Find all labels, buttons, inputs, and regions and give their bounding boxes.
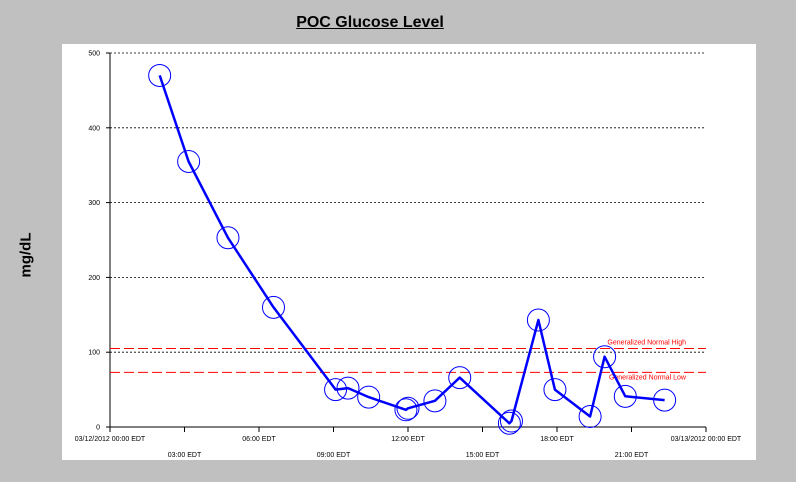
data-point-marker: [357, 385, 381, 409]
x-tick-label: 03:00 EDT: [168, 452, 202, 459]
y-tick-label: 100: [88, 350, 100, 357]
data-point-marker: [653, 388, 677, 412]
data-point-marker: [423, 389, 447, 413]
data-point-marker: [613, 384, 637, 408]
data-point-marker: [148, 63, 172, 87]
data-point-marker: [448, 366, 472, 390]
y-tick-label: 200: [88, 275, 100, 282]
data-point-marker: [394, 398, 418, 422]
data-point-marker: [396, 396, 420, 420]
data-point-marker: [261, 295, 285, 319]
data-point-marker: [324, 378, 348, 402]
data-point-marker: [526, 308, 550, 332]
chart-title: POC Glucose Level: [296, 14, 444, 31]
data-point-marker: [578, 405, 602, 429]
plot-panel: [62, 44, 756, 460]
x-tick-label: 03/13/2012 00:00 EDT: [671, 436, 742, 443]
data-point-marker: [543, 378, 567, 402]
data-point-marker: [499, 409, 523, 433]
x-tick-label: 09:00 EDT: [317, 452, 351, 459]
y-tick-label: 300: [88, 200, 100, 207]
data-point-marker: [216, 226, 240, 250]
reference-line-label: Generalized Normal High: [607, 339, 686, 346]
x-tick-label: 03/12/2012 00:00 EDT: [75, 436, 146, 443]
x-tick-label: 12:00 EDT: [391, 436, 425, 443]
y-tick-label: 500: [88, 51, 100, 58]
data-point-marker: [177, 149, 201, 173]
x-tick-label: 06:00 EDT: [242, 436, 276, 443]
data-point-marker: [336, 376, 360, 400]
y-tick-label: 400: [88, 125, 100, 132]
x-tick-label: 15:00 EDT: [466, 452, 500, 459]
data-point-marker: [497, 411, 521, 435]
reference-line-label: Generalized Normal Low: [609, 374, 687, 381]
data-point-marker: [593, 345, 617, 369]
y-tick-label: 0: [96, 425, 100, 432]
series-line: [158, 75, 665, 425]
x-tick-label: 21:00 EDT: [615, 452, 649, 459]
x-tick-label: 18:00 EDT: [540, 436, 574, 443]
